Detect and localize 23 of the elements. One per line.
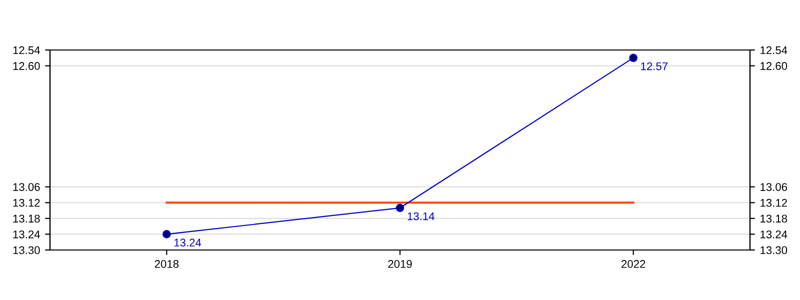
data-label: 13.24 [174,238,202,247]
point [629,54,638,62]
y2-tick-label: 13.12 [760,198,787,207]
point [162,230,171,238]
y2-tick-label: 13.06 [760,183,788,191]
y2-tick-label: 13.30 [760,246,788,254]
y2-tick-label: 13.24 [760,230,788,238]
data-label: 12.57 [641,62,668,70]
data-label: 13.14 [408,212,434,220]
y2-tick-label: 12.54 [760,46,788,54]
y-tick-label: 13.18 [13,214,40,223]
y-tick-label: 13.30 [13,246,40,254]
y-tick-label: 13.12 [13,198,40,207]
y2-tick-label: 12.60 [760,62,788,70]
y-tick-label: 13.24 [13,230,40,238]
y-tick-label: 12.60 [13,62,40,70]
y2-tick-label: 13.18 [760,214,788,223]
x-tick-label: 2018 [154,260,179,268]
point [396,204,404,212]
x-tick-label: 2022 [622,260,646,268]
y-tick-label: 13.06 [13,183,40,191]
y-tick-label: 12.54 [13,46,40,54]
x-tick-label: 2019 [388,260,412,268]
